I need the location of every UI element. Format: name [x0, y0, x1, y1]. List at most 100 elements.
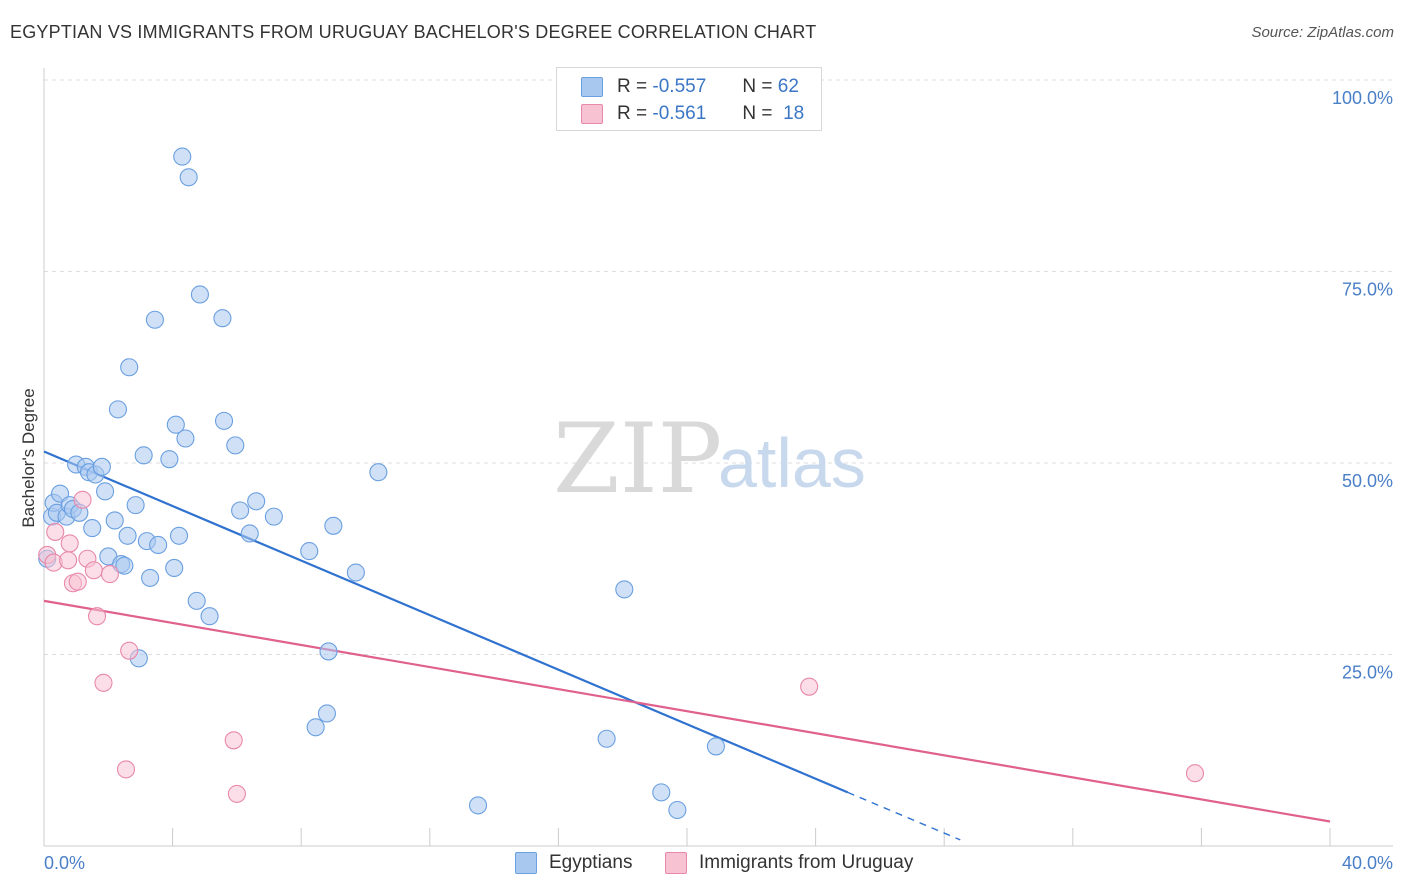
point-uruguay-11[interactable]	[94, 673, 113, 692]
legend-r-value: -0.561	[652, 103, 707, 124]
point-egyptians-36[interactable]	[179, 168, 198, 187]
y-tick-label-3: 100.0%	[1332, 88, 1393, 108]
point-egyptians-28[interactable]	[145, 310, 164, 329]
watermark-atlas: atlas	[718, 424, 866, 502]
point-uruguay-10[interactable]	[87, 607, 107, 626]
trend-line-immigrants-from-uruguay	[43, 599, 1331, 823]
point-egyptians-49[interactable]	[317, 704, 336, 723]
legend-row-uruguay: R = -0.561 N = 18	[581, 102, 804, 126]
point-egyptians-51[interactable]	[324, 516, 343, 535]
correlation-legend: R = -0.557 N = 62 R = -0.561 N = 18	[556, 67, 822, 131]
x-tick-min: 0.0%	[44, 853, 85, 873]
point-egyptians-14[interactable]	[92, 457, 111, 476]
point-egyptians-45[interactable]	[247, 492, 266, 511]
legend-n-label: N =	[742, 103, 773, 124]
legend-item-egyptians[interactable]: Egyptians	[515, 852, 632, 874]
watermark: ZIP atlas	[553, 403, 866, 515]
point-egyptians-44[interactable]	[240, 524, 259, 543]
point-egyptians-21[interactable]	[118, 526, 137, 545]
legend-swatch-egyptians	[515, 852, 537, 874]
axes	[43, 68, 1393, 847]
legend-n-value: 62	[777, 76, 799, 97]
legend-swatch-uruguay	[665, 852, 687, 874]
point-egyptians-57[interactable]	[652, 783, 671, 802]
point-egyptians-22[interactable]	[120, 358, 139, 377]
point-egyptians-59[interactable]	[706, 737, 725, 756]
point-egyptians-43[interactable]	[231, 501, 250, 520]
y-tick-label-2: 75.0%	[1342, 280, 1393, 300]
point-egyptians-46[interactable]	[264, 507, 283, 526]
point-egyptians-12[interactable]	[83, 519, 102, 538]
point-egyptians-15[interactable]	[96, 482, 115, 501]
point-uruguay-9[interactable]	[84, 561, 103, 580]
point-egyptians-50[interactable]	[319, 642, 338, 661]
point-uruguay-13[interactable]	[116, 760, 136, 779]
source-label: Source: ZipAtlas.com	[1251, 24, 1394, 41]
point-egyptians-39[interactable]	[200, 607, 219, 626]
trend-line-egyptians-extension	[847, 791, 961, 841]
point-egyptians-37[interactable]	[187, 591, 206, 610]
point-egyptians-31[interactable]	[165, 558, 184, 577]
trend-lines	[43, 450, 1331, 841]
point-egyptians-48[interactable]	[306, 718, 325, 737]
legend-item-uruguay[interactable]: Immigrants from Uruguay	[665, 852, 913, 874]
point-egyptians-30[interactable]	[160, 450, 179, 469]
point-egyptians-27[interactable]	[141, 568, 160, 587]
point-uruguay-12[interactable]	[100, 565, 119, 584]
point-uruguay-3[interactable]	[59, 551, 78, 570]
point-uruguay-4[interactable]	[60, 534, 79, 553]
point-uruguay-7[interactable]	[73, 490, 92, 509]
y-tick-label-1: 50.0%	[1342, 471, 1393, 491]
point-uruguay-16[interactable]	[227, 784, 246, 803]
grid-lines	[44, 79, 1393, 655]
y-tick-labels: 25.0% 50.0% 75.0% 100.0%	[1332, 88, 1393, 683]
point-egyptians-53[interactable]	[369, 463, 388, 482]
legend-n-value: 18	[783, 103, 805, 124]
legend-r-value: -0.557	[652, 76, 707, 97]
point-egyptians-17[interactable]	[105, 511, 124, 530]
legend-label-egyptians: Egyptians	[549, 852, 633, 873]
legend-r-label: R =	[617, 76, 648, 97]
point-egyptians-20[interactable]	[115, 556, 134, 575]
point-egyptians-25[interactable]	[134, 446, 153, 465]
point-uruguay-17[interactable]	[800, 677, 819, 696]
point-uruguay-18[interactable]	[1185, 764, 1205, 783]
point-egyptians-56[interactable]	[615, 580, 634, 599]
point-egyptians-47[interactable]	[300, 542, 319, 561]
point-egyptians-34[interactable]	[173, 147, 192, 166]
point-egyptians-54[interactable]	[468, 796, 488, 815]
point-uruguay-14[interactable]	[120, 641, 139, 660]
y-tick-label-0: 25.0%	[1342, 663, 1393, 683]
series-legend: Egyptians Immigrants from Uruguay	[0, 850, 1406, 878]
point-uruguay-2[interactable]	[46, 522, 65, 541]
point-uruguay-6[interactable]	[68, 572, 87, 591]
legend-label-uruguay: Immigrants from Uruguay	[699, 852, 914, 873]
point-egyptians-23[interactable]	[126, 496, 145, 515]
watermark-zip: ZIP	[553, 403, 722, 515]
point-egyptians-40[interactable]	[213, 309, 232, 328]
x-tick-max: 40.0%	[1342, 853, 1393, 873]
x-tick-labels: 0.0% 40.0%	[44, 853, 1393, 873]
point-egyptians-58[interactable]	[668, 800, 687, 820]
point-egyptians-42[interactable]	[226, 436, 245, 455]
data-points	[38, 147, 1205, 820]
point-egyptians-52[interactable]	[346, 563, 365, 582]
point-uruguay-15[interactable]	[224, 731, 243, 750]
point-egyptians-33[interactable]	[169, 526, 189, 545]
point-egyptians-41[interactable]	[214, 411, 234, 430]
trend-line-egyptians	[43, 450, 849, 794]
chart-title: EGYPTIAN VS IMMIGRANTS FROM URUGUAY BACH…	[10, 22, 817, 42]
point-egyptians-35[interactable]	[176, 429, 195, 448]
y-axis-label: Bachelor's Degree	[19, 388, 38, 527]
point-egyptians-38[interactable]	[190, 285, 209, 304]
legend-r-label: R =	[617, 103, 648, 124]
legend-swatch-uruguay	[581, 104, 603, 124]
point-egyptians-18[interactable]	[108, 400, 127, 419]
legend-swatch-egyptians	[581, 77, 603, 97]
point-egyptians-55[interactable]	[597, 729, 616, 748]
legend-row-egyptians: R = -0.557 N = 62	[581, 75, 799, 99]
legend-n-label: N =	[742, 76, 773, 97]
point-egyptians-32[interactable]	[166, 415, 185, 434]
point-egyptians-29[interactable]	[149, 535, 168, 555]
